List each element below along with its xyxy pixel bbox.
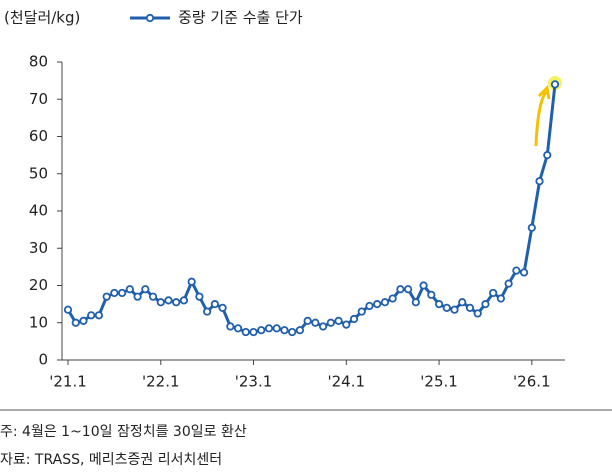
x-tick-label: '23.1	[235, 373, 273, 391]
marker	[527, 223, 536, 232]
marker	[318, 322, 328, 331]
legend-marker	[145, 13, 155, 23]
y-tick-label: 30	[29, 239, 48, 257]
y-axis-label: (천달러/kg)	[4, 9, 80, 27]
marker	[489, 288, 498, 298]
marker	[233, 324, 243, 333]
marker	[218, 303, 227, 312]
note: 자료: TRASS, 메리츠증권 리서치센터	[0, 452, 222, 468]
marker	[172, 298, 181, 307]
marker	[450, 305, 459, 314]
marker	[203, 307, 212, 316]
marker	[264, 324, 274, 333]
marker	[257, 326, 266, 335]
marker	[272, 324, 281, 333]
marker	[179, 296, 189, 305]
marker	[141, 285, 150, 294]
y-tick-label: 60	[29, 127, 48, 145]
marker	[388, 294, 397, 303]
marker	[71, 318, 80, 327]
marker	[133, 292, 142, 301]
marker	[334, 316, 343, 325]
marker	[550, 80, 560, 89]
x-tick-label: '22.1	[142, 373, 180, 391]
y-tick-label: 0	[38, 351, 48, 369]
marker	[118, 288, 127, 298]
marker	[87, 311, 96, 320]
marker	[280, 326, 289, 335]
marker	[442, 303, 451, 312]
marker	[404, 285, 413, 294]
legend-label: 중량 기준 수출 단가	[178, 9, 303, 27]
y-tick-label: 10	[29, 313, 48, 331]
marker	[156, 298, 165, 307]
y-tick-label: 70	[29, 90, 48, 108]
marker	[63, 305, 73, 314]
marker	[434, 300, 444, 309]
marker	[303, 316, 312, 325]
marker	[512, 266, 521, 275]
marker	[249, 327, 258, 337]
marker	[210, 300, 219, 309]
marker	[326, 318, 335, 327]
marker	[311, 318, 320, 327]
annotation-arrow	[534, 91, 548, 147]
note: 주: 4월은 1~10일 잠정치를 30일로 환산	[0, 424, 247, 440]
marker	[342, 320, 351, 329]
marker	[427, 290, 436, 299]
marker	[411, 298, 420, 307]
marker	[349, 314, 359, 324]
marker	[148, 292, 158, 301]
marker	[79, 316, 88, 325]
marker	[195, 292, 204, 301]
marker	[365, 301, 374, 311]
marker	[295, 326, 305, 335]
marker	[481, 300, 490, 309]
marker	[187, 277, 196, 286]
marker	[125, 285, 134, 294]
x-tick-label: '25.1	[420, 373, 458, 391]
marker	[396, 285, 405, 294]
y-tick-label: 80	[29, 53, 48, 71]
marker	[373, 300, 382, 309]
marker	[226, 322, 235, 331]
x-tick-label: '21.1	[49, 373, 87, 391]
marker	[94, 311, 104, 320]
marker	[465, 303, 475, 312]
x-tick-label: '24.1	[328, 373, 366, 391]
marker	[241, 327, 250, 337]
y-tick-label: 50	[29, 164, 48, 182]
marker	[357, 307, 366, 316]
marker	[110, 288, 119, 298]
marker	[458, 298, 467, 307]
marker	[543, 151, 552, 160]
marker	[504, 279, 513, 288]
marker	[519, 268, 529, 277]
marker	[380, 298, 390, 307]
marker	[473, 309, 482, 318]
x-tick-label: '26.1	[513, 373, 551, 391]
marker	[496, 294, 505, 303]
marker	[164, 296, 173, 305]
annotation-arrow-head	[537, 84, 551, 100]
y-tick-label: 20	[29, 276, 48, 294]
marker	[419, 281, 428, 290]
marker	[535, 177, 544, 186]
marker	[102, 292, 111, 301]
y-tick-label: 40	[29, 202, 48, 220]
marker	[288, 327, 297, 337]
